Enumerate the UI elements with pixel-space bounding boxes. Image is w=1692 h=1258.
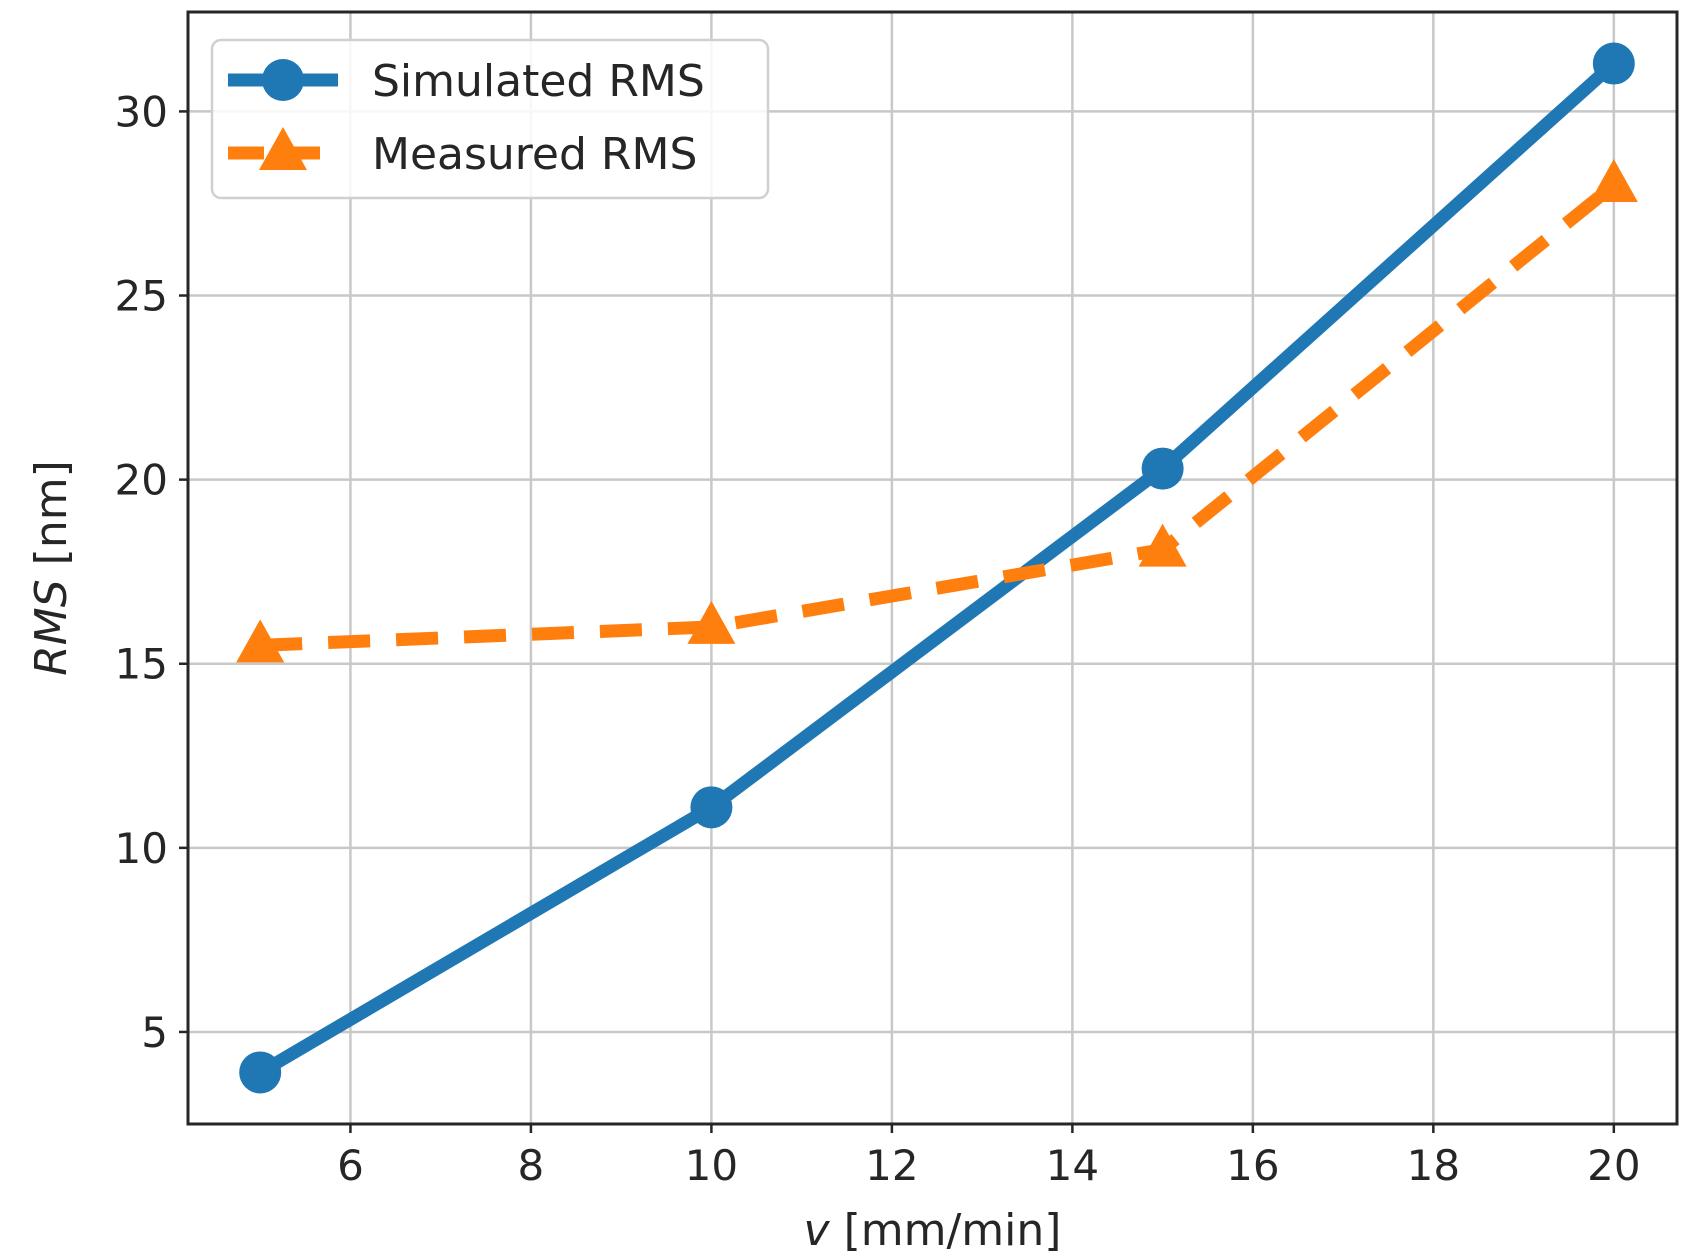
y-tick-label: 5 xyxy=(141,1008,168,1057)
x-axis-title: v [mm/min] xyxy=(804,1205,1062,1256)
simulated-rms-line xyxy=(253,57,1621,1079)
x-tick-label: 20 xyxy=(1587,1141,1640,1190)
x-tick-label: 18 xyxy=(1407,1141,1460,1190)
measured-rms-point xyxy=(1138,523,1187,567)
legend-simulated-marker xyxy=(262,59,304,101)
x-tick-label: 16 xyxy=(1226,1141,1279,1190)
measured-rms-point xyxy=(687,600,736,644)
y-axis-variable: RMS xyxy=(26,579,77,675)
x-tick-label: 12 xyxy=(865,1141,918,1190)
y-axis-unit: [nm] xyxy=(26,460,77,579)
legend-measured-marker xyxy=(259,127,307,170)
x-tick-label: 14 xyxy=(1046,1141,1099,1190)
simulated-rms-point xyxy=(690,786,733,829)
y-tick-label: 30 xyxy=(115,87,168,136)
simulated-rms-point xyxy=(239,1051,282,1094)
x-tick-label: 8 xyxy=(518,1141,545,1190)
plot-frame xyxy=(186,10,1679,1126)
legend-simulated-label: Simulated RMS xyxy=(372,56,705,107)
x-axis-variable: v xyxy=(804,1205,831,1256)
y-axis-title: RMS [nm] xyxy=(26,460,77,676)
x-axis-unit: [mm/min] xyxy=(830,1205,1062,1256)
axis-ticks: 6 8 10 12 14 16 18 20 5 10 15 20 25 30 xyxy=(115,87,1641,1190)
x-tick-label: 6 xyxy=(337,1141,364,1190)
y-tick-label: 15 xyxy=(115,640,168,689)
measured-rms-line xyxy=(259,180,1618,652)
x-tick-label: 10 xyxy=(685,1141,738,1190)
legend-measured-label: Measured RMS xyxy=(372,129,697,180)
legend-box xyxy=(210,38,770,200)
series-layer xyxy=(236,42,1638,1094)
y-tick-label: 10 xyxy=(115,824,168,873)
legend: Simulated RMS Measured RMS xyxy=(210,38,770,200)
measured-rms-point xyxy=(1589,159,1638,203)
y-tick-label: 25 xyxy=(115,272,168,321)
y-tick-label: 20 xyxy=(115,456,168,505)
simulated-rms-point xyxy=(1592,42,1635,85)
simulated-rms-point xyxy=(1141,447,1184,490)
measured-rms-point xyxy=(236,619,285,663)
